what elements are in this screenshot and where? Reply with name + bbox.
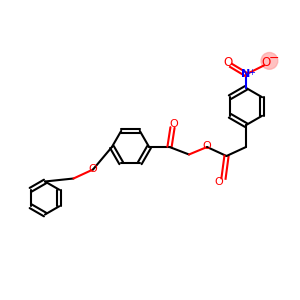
Circle shape xyxy=(261,52,278,69)
Text: O: O xyxy=(261,56,270,69)
Text: O: O xyxy=(169,119,178,129)
Text: N: N xyxy=(242,69,250,80)
Text: O: O xyxy=(214,177,224,187)
Text: +: + xyxy=(248,68,255,77)
Text: O: O xyxy=(224,56,232,69)
Text: −: − xyxy=(268,52,279,65)
Text: O: O xyxy=(88,164,98,175)
Text: O: O xyxy=(202,141,211,152)
